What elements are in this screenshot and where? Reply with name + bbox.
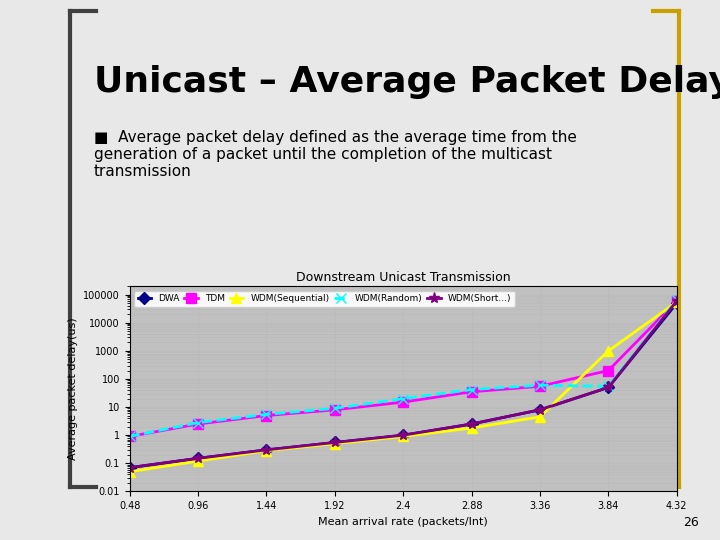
Text: 26: 26 — [683, 516, 698, 529]
Title: Downstream Unicast Transmission: Downstream Unicast Transmission — [296, 271, 510, 284]
WDM(Random) — [672, 296, 681, 303]
WDM(Short...) — [330, 439, 339, 446]
WDM(Short...) — [125, 464, 134, 471]
WDM(Random) — [330, 405, 339, 411]
TDM — [262, 413, 271, 419]
TDM — [125, 433, 134, 440]
TDM — [467, 389, 476, 395]
WDM(Short...) — [399, 432, 408, 438]
WDM(Short...) — [467, 421, 476, 427]
WDM(Sequential) — [330, 441, 339, 447]
TDM — [672, 298, 681, 304]
DWA — [467, 421, 476, 427]
TDM — [604, 367, 613, 374]
WDM(Short...) — [672, 298, 681, 304]
Line: WDM(Sequential): WDM(Sequential) — [125, 297, 682, 477]
TDM — [194, 421, 202, 427]
WDM(Random) — [536, 382, 544, 388]
WDM(Random) — [194, 420, 202, 426]
TDM — [536, 383, 544, 389]
DWA — [262, 447, 271, 453]
WDM(Sequential) — [262, 448, 271, 454]
DWA — [125, 464, 134, 471]
Line: TDM: TDM — [125, 296, 682, 441]
Line: WDM(Random): WDM(Random) — [125, 295, 682, 441]
WDM(Short...) — [194, 455, 202, 462]
WDM(Short...) — [604, 384, 613, 390]
DWA — [399, 432, 408, 438]
DWA — [330, 439, 339, 446]
Line: WDM(Short...): WDM(Short...) — [124, 295, 683, 473]
Line: DWA: DWA — [125, 299, 681, 472]
WDM(Sequential) — [672, 299, 681, 305]
TDM — [399, 399, 408, 406]
WDM(Random) — [604, 383, 613, 389]
WDM(Sequential) — [536, 414, 544, 420]
Y-axis label: Average packet delay(us): Average packet delay(us) — [68, 318, 78, 460]
WDM(Sequential) — [604, 348, 613, 354]
Text: ■  Average packet delay defined as the average time from the
generation of a pac: ■ Average packet delay defined as the av… — [94, 130, 577, 179]
WDM(Random) — [399, 395, 408, 402]
WDM(Sequential) — [125, 469, 134, 475]
WDM(Short...) — [262, 447, 271, 453]
DWA — [604, 384, 613, 390]
WDM(Random) — [125, 433, 134, 440]
DWA — [536, 407, 544, 413]
WDM(Sequential) — [467, 425, 476, 431]
Text: Unicast – Average Packet Delay: Unicast – Average Packet Delay — [94, 65, 720, 99]
DWA — [194, 455, 202, 462]
TDM — [330, 407, 339, 413]
WDM(Sequential) — [194, 458, 202, 464]
X-axis label: Mean arrival rate (packets/Int): Mean arrival rate (packets/Int) — [318, 517, 488, 526]
WDM(Random) — [467, 386, 476, 393]
Legend: DWA, TDM, WDM(Sequential), WDM(Random), WDM(Short...): DWA, TDM, WDM(Sequential), WDM(Random), … — [134, 291, 515, 307]
WDM(Short...) — [536, 407, 544, 413]
DWA — [672, 300, 681, 306]
WDM(Sequential) — [399, 433, 408, 440]
WDM(Random) — [262, 411, 271, 417]
